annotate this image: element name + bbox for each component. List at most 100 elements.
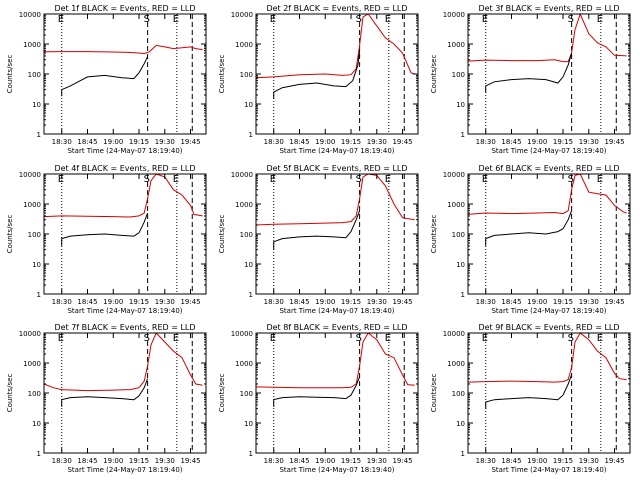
marker-label: E [385,333,391,344]
plot-frame [255,13,419,135]
marker-label: E [270,14,276,25]
panel-title: Det 5f BLACK = Events, RED = LLD [266,164,407,173]
y-tick-label: 10000 [19,11,41,19]
lld-series [255,332,415,389]
y-tick-label: 1000 [235,201,253,209]
y-tick-label: 10000 [231,330,253,338]
x-tick-label: 19:45 [180,457,200,465]
marker-label: E [173,333,179,344]
marker-label: E [385,174,391,185]
x-tick-label: 18:45 [289,138,309,146]
events-series [485,210,573,246]
x-tick-label: 19:45 [180,298,200,306]
marker-label: E [58,333,64,344]
lld-series [43,332,203,392]
marker-label: S [568,333,574,344]
marker-label: S [144,174,150,185]
x-axis-label: Start Time (24-May-07 18:19:40) [67,147,182,155]
y-axis-label: Counts/sec [430,215,438,254]
marker-label: E [270,333,276,344]
lld-series [43,173,203,218]
y-tick-label: 1 [249,450,253,458]
events-series [61,56,149,97]
x-tick-label: 18:30 [52,298,72,306]
y-tick-label: 1 [249,291,253,299]
y-tick-label: 10 [456,420,465,428]
y-tick-label: 1 [37,131,41,139]
y-axis-label: Counts/sec [218,374,226,413]
x-tick-label: 19:00 [103,457,123,465]
y-tick-label: 10 [32,261,41,269]
y-tick-label: 100 [240,390,253,398]
x-tick-label: 19:00 [103,138,123,146]
y-tick-label: 100 [452,231,465,239]
y-tick-label: 10 [244,420,253,428]
x-axis-label: Start Time (24-May-07 18:19:40) [67,307,182,315]
x-tick-label: 18:30 [476,138,496,146]
y-tick-label: 10000 [19,330,41,338]
y-tick-label: 1000 [23,360,41,368]
x-axis-label: Start Time (24-May-07 18:19:40) [491,147,606,155]
y-tick-label: 100 [240,71,253,79]
panel-title: Det 9f BLACK = Events, RED = LLD [478,323,619,332]
x-tick-label: 19:15 [341,298,361,306]
x-axis-label: Start Time (24-May-07 18:19:40) [491,307,606,315]
y-tick-label: 100 [28,231,41,239]
y-tick-label: 10 [244,101,253,109]
plot-frame [43,332,207,454]
x-tick-label: 19:30 [367,298,387,306]
marker-label: S [144,14,150,25]
y-tick-label: 1000 [447,41,465,49]
y-tick-label: 1000 [235,360,253,368]
x-tick-label: 19:15 [553,138,573,146]
x-tick-label: 19:30 [155,298,175,306]
y-tick-label: 100 [452,390,465,398]
x-axis-label: Start Time (24-May-07 18:19:40) [279,466,394,474]
y-tick-label: 1000 [23,41,41,49]
marker-label: S [144,333,150,344]
lld-series [255,173,415,226]
x-tick-label: 18:45 [501,298,521,306]
x-tick-label: 19:45 [392,138,412,146]
lld-series [467,173,627,215]
x-tick-label: 19:00 [527,138,547,146]
x-tick-label: 19:00 [315,298,335,306]
x-tick-label: 18:30 [52,457,72,465]
y-tick-label: 10000 [443,171,465,179]
panel-title: Det 8f BLACK = Events, RED = LLD [266,323,407,332]
events-series [61,378,149,407]
x-tick-label: 19:15 [341,138,361,146]
x-axis-label: Start Time (24-May-07 18:19:40) [279,307,394,315]
y-axis-label: Counts/sec [218,55,226,94]
y-tick-label: 10000 [231,171,253,179]
y-tick-label: 10 [456,101,465,109]
marker-label: S [356,174,362,185]
x-tick-label: 18:30 [52,138,72,146]
lld-series [43,44,203,55]
y-tick-label: 1 [37,291,41,299]
x-tick-label: 18:45 [289,298,309,306]
x-tick-label: 19:00 [527,457,547,465]
x-tick-label: 19:00 [315,138,335,146]
x-tick-label: 19:30 [155,138,175,146]
y-tick-label: 10 [456,261,465,269]
plot-frame [43,173,207,295]
x-tick-label: 19:30 [579,298,599,306]
x-tick-label: 19:45 [604,138,624,146]
y-tick-label: 100 [28,71,41,79]
x-tick-label: 19:15 [129,298,149,306]
x-tick-label: 18:45 [77,457,97,465]
x-tick-label: 19:45 [392,457,412,465]
y-tick-label: 1 [461,450,465,458]
x-tick-label: 19:45 [180,138,200,146]
plot-frame [255,173,419,295]
marker-label: S [568,14,574,25]
y-tick-label: 1000 [447,360,465,368]
plot-frame [255,332,419,454]
marker-label: E [58,174,64,185]
x-tick-label: 18:30 [264,138,284,146]
